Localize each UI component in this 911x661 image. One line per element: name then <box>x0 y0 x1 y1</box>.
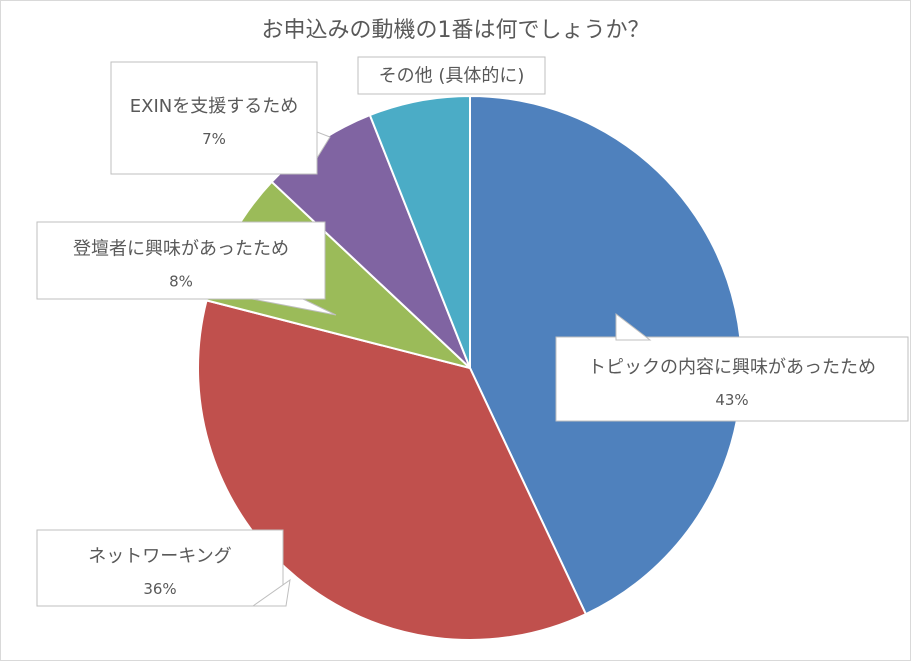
slice-label-5: その他 (具体的に) <box>379 66 525 87</box>
data-label-callout-2: ネットワーキング 36% <box>36 529 291 607</box>
data-label-callout-1: トピックの内容に興味があったため 43% <box>555 312 909 422</box>
slice-percent-2: 36% <box>143 580 176 598</box>
slice-percent-1: 43% <box>715 391 748 409</box>
data-label-callout-3: 登壇者に興味があったため 8% <box>36 221 337 316</box>
chart-title: お申込みの動機の1番は何でしょうか？ <box>261 18 650 43</box>
pie-slice-2 <box>196 299 588 641</box>
slice-label-3: 登壇者に興味があったため <box>73 239 289 260</box>
slice-label-2: ネットワーキング <box>88 546 231 567</box>
pie-slice-5 <box>368 94 471 369</box>
slice-label-4: EXINを支援するため <box>130 96 298 117</box>
slice-percent-4: 7% <box>202 130 226 148</box>
data-label-callout-5: その他 (具体的に) <box>357 56 546 95</box>
slice-percent-3: 8% <box>169 273 193 291</box>
data-label-callout-4: EXINを支援するため 7% <box>110 61 331 175</box>
slice-label-1: トピックの内容に興味があったため <box>588 357 876 378</box>
